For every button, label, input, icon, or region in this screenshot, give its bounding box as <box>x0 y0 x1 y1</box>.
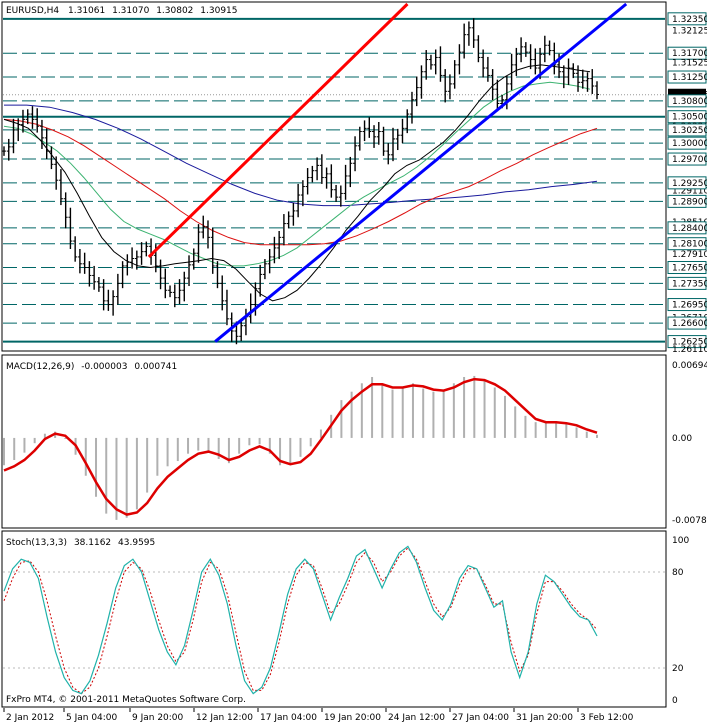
macd-pane: 0.00694 0.00 -0.00781 MACD(12,26,9) -0.000… <box>1 354 707 529</box>
price-axis-label: 1.31700 <box>672 49 707 59</box>
level-price-tag <box>667 46 707 60</box>
macd-histogram <box>3 375 598 520</box>
copyright-watermark: FxPro MT4, © 2001-2011 MetaQuotes Softwa… <box>6 695 246 705</box>
level-price-tag <box>667 194 707 208</box>
level-price-tag <box>667 136 707 150</box>
low-value: 1.30802 <box>156 6 193 16</box>
ma-blue-line <box>4 104 598 207</box>
price-axis: 1.323501.321251.317001.315251.312501.309… <box>667 12 707 355</box>
time-axis-label: 27 Jan 04:00 <box>452 713 509 723</box>
level-price-tag <box>667 221 707 235</box>
ma-green-line <box>3 81 591 267</box>
horizontal-levels <box>3 17 665 343</box>
stoch-header: Stoch(13,3,3) 38.1162 43.9595 <box>6 538 155 548</box>
level-price-tag <box>667 152 707 166</box>
level-price-tag <box>667 12 707 26</box>
high-value: 1.31070 <box>112 6 149 16</box>
macd-axis-label: 0.00694 <box>672 361 707 371</box>
level-price-tag <box>667 110 707 124</box>
price-axis-label: 1.29110 <box>672 186 707 196</box>
time-axis-label: 9 Jan 20:00 <box>132 713 184 723</box>
symbol-label: EURUSD,H4 <box>6 6 59 16</box>
time-axis-label: 19 Jan 20:00 <box>324 713 381 723</box>
price-axis-label: 1.30800 <box>672 97 707 107</box>
time-axis-label: 12 Jan 12:00 <box>196 713 253 723</box>
time-axis: 2 Jan 2012 5 Jan 04:00 9 Jan 20:00 12 Jan 1… <box>3 708 634 723</box>
macd-axis-label: 0.00 <box>672 434 692 444</box>
level-price-tag <box>667 276 707 290</box>
level-price-tag <box>667 176 707 190</box>
open-value: 1.31061 <box>68 6 105 16</box>
stoch-main-line <box>3 545 598 695</box>
price-axis-label: 1.27350 <box>672 279 707 289</box>
stoch-levels <box>3 571 665 669</box>
level-price-tag <box>667 261 707 275</box>
macd-name: MACD(12,26,9) <box>6 362 74 372</box>
close-value: 1.30915 <box>200 6 237 16</box>
stoch-pane-frame <box>1 530 667 708</box>
level-price-tag <box>667 70 707 84</box>
macd-signal-line <box>3 377 598 516</box>
price-axis-label: 1.29700 <box>672 155 707 165</box>
price-axis-label: 1.31250 <box>672 73 707 83</box>
time-axis-label: 2 Jan 2012 <box>6 713 54 723</box>
price-axis-label: 1.29250 <box>672 179 707 189</box>
time-axis-label: 17 Jan 04:00 <box>260 713 317 723</box>
macd-value-2: 0.000741 <box>134 362 177 372</box>
level-price-tag <box>667 94 707 108</box>
time-axis-label: 3 Feb 12:00 <box>580 713 634 723</box>
price-axis-label: 1.30250 <box>672 126 707 136</box>
red-trendline <box>147 2 409 259</box>
price-pane-frame <box>1 1 667 352</box>
price-axis-label: 1.32350 <box>672 15 707 25</box>
trendlines <box>147 2 628 343</box>
stoch-value-2: 43.9595 <box>118 538 155 548</box>
level-price-tag <box>667 335 707 349</box>
price-axis-label: 1.26250 <box>672 338 707 348</box>
stoch-signal-line <box>3 547 598 695</box>
price-axis-label: 1.28100 <box>672 240 707 250</box>
macd-axis-label: -0.00781 <box>672 516 707 526</box>
macd-pane-frame <box>1 354 667 529</box>
price-axis-label: 1.26600 <box>672 319 707 329</box>
price-axis-label: 1.26110 <box>672 345 707 355</box>
price-axis-label: 1.30000 <box>672 139 707 149</box>
stoch-axis-label: 100 <box>672 536 689 546</box>
stoch-pane: 100 80 20 0 Stoch(13,3,3) 38.1162 43.9595 F… <box>1 530 689 708</box>
price-axis-label: 1.27650 <box>672 264 707 274</box>
stoch-value-1: 38.1162 <box>74 538 111 548</box>
level-price-tag <box>667 298 707 312</box>
price-axis-label: 1.32125 <box>672 27 707 37</box>
stoch-axis: 100 80 20 0 <box>672 536 689 706</box>
price-axis-label: 1.31525 <box>672 58 707 68</box>
macd-value-1: -0.000003 <box>81 362 127 372</box>
time-axis-label: 24 Jan 12:00 <box>388 713 445 723</box>
stoch-name: Stoch(13,3,3) <box>6 538 67 548</box>
price-axis-label: 1.28900 <box>672 197 707 207</box>
price-axis-label: 1.28400 <box>672 224 707 234</box>
stoch-axis-label: 0 <box>672 696 678 706</box>
macd-axis: 0.00694 0.00 -0.00781 <box>672 361 707 526</box>
price-axis-label: 1.30500 <box>672 113 707 123</box>
level-price-tag <box>667 237 707 251</box>
time-axis-label: 31 Jan 20:00 <box>516 713 573 723</box>
time-axis-label: 5 Jan 04:00 <box>66 713 118 723</box>
macd-header: MACD(12,26,9) -0.000003 0.000741 <box>6 362 177 372</box>
level-price-tag <box>667 123 707 137</box>
stoch-axis-label: 20 <box>672 664 684 674</box>
blue-trendline <box>214 2 628 343</box>
price-header: EURUSD,H4 1.31061 1.31070 1.30802 1.3091… <box>6 6 238 16</box>
level-price-tag <box>667 316 707 330</box>
price-axis-label: 1.27910 <box>672 250 707 260</box>
price-axis-label: 1.26950 <box>672 301 707 311</box>
stoch-axis-label: 80 <box>672 568 684 578</box>
